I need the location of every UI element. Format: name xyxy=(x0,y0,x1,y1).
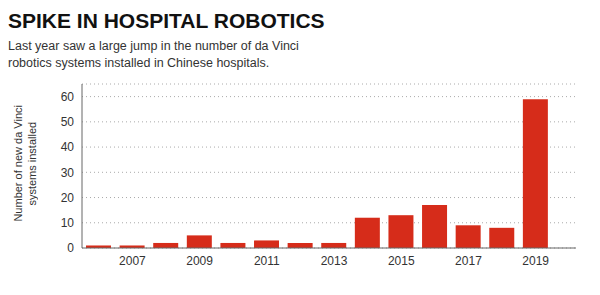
svg-text:2011: 2011 xyxy=(254,254,280,268)
svg-text:20: 20 xyxy=(61,191,75,205)
svg-text:2019: 2019 xyxy=(522,254,549,268)
html-text:Last year saw a large jump in: Last year saw a large jump in the number… xyxy=(8,39,299,70)
svg-text:60: 60 xyxy=(61,90,75,104)
html-text:Number of new da Vinci systems: Number of new da Vinci systems installed xyxy=(12,104,38,222)
html-text:SPIKE IN HOSPITAL ROBOTICS: SPIKE IN HOSPITAL ROBOTICS xyxy=(8,9,325,32)
svg-text:10: 10 xyxy=(61,216,75,230)
svg-text:2013: 2013 xyxy=(321,254,348,268)
svg-text:2017: 2017 xyxy=(455,254,482,268)
svg-text:30: 30 xyxy=(61,166,75,180)
svg-text:2015: 2015 xyxy=(388,254,415,268)
svg-text:40: 40 xyxy=(61,140,75,154)
svg-text:2009: 2009 xyxy=(186,254,213,268)
svg-text:2007: 2007 xyxy=(119,254,146,268)
svg-text:0: 0 xyxy=(67,241,74,255)
svg-text:50: 50 xyxy=(61,115,75,129)
